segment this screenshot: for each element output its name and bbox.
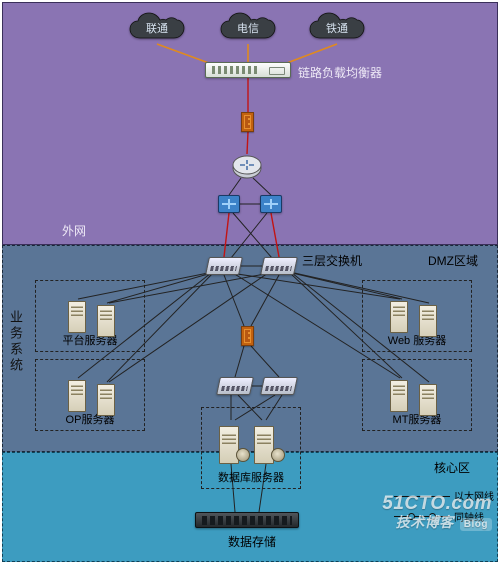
l3-switch-b-icon [260,257,298,275]
db-server-1-icon [219,420,247,464]
watermark-tag: Blog [460,518,492,531]
op-server-2-icon [97,380,119,416]
mid-switch-2-icon [260,377,298,395]
switch-small-1-icon [218,195,240,213]
label-external: 外网 [62,222,86,239]
cloud-unicom: 联通 [128,12,186,44]
platform-server-1-icon [68,297,90,333]
switch-small-2-icon [260,195,282,213]
cloud-tietong: 铁通 [308,12,366,44]
label-db: 数据库服务器 [218,469,284,485]
mid-switch-1-icon [216,377,254,395]
router-icon [232,152,262,182]
cloud-unicom-label: 联通 [128,20,186,36]
l3-switch-a-icon [205,257,243,275]
firewall-1-icon [241,112,254,132]
web-server-1-icon [390,297,412,333]
cloud-tietong-label: 铁通 [308,20,366,36]
label-balancer: 链路负载均衡器 [298,64,382,81]
watermark-line1: 51CTO.com [382,494,492,515]
platform-server-2-icon [97,301,119,337]
box-mt: MT服务器 [362,359,472,431]
box-platform: 平台服务器 [35,280,145,352]
load-balancer-icon [205,62,291,78]
label-dmz-zone: DMZ区域 [428,252,478,269]
watermark: 51CTO.com 技术博客 Blog [382,494,492,531]
box-web: Web 服务器 [362,280,472,352]
box-op: OP服务器 [35,359,145,431]
label-business-system: 业务系统 [6,310,25,374]
firewall-2-icon [241,326,254,346]
box-db: 数据库服务器 [201,407,301,489]
op-server-1-icon [68,376,90,412]
label-storage: 数据存储 [228,533,276,550]
mt-server-2-icon [419,380,441,416]
cloud-telecom-label: 电信 [219,20,277,36]
label-l3-switch: 三层交换机 [302,252,362,269]
db-server-2-icon [254,420,282,464]
label-core-zone: 核心区 [434,459,470,476]
storage-rack-icon [195,512,299,528]
web-server-2-icon [419,301,441,337]
cloud-telecom: 电信 [219,12,277,44]
watermark-line2: 技术博客 [396,514,454,530]
mt-server-1-icon [390,376,412,412]
